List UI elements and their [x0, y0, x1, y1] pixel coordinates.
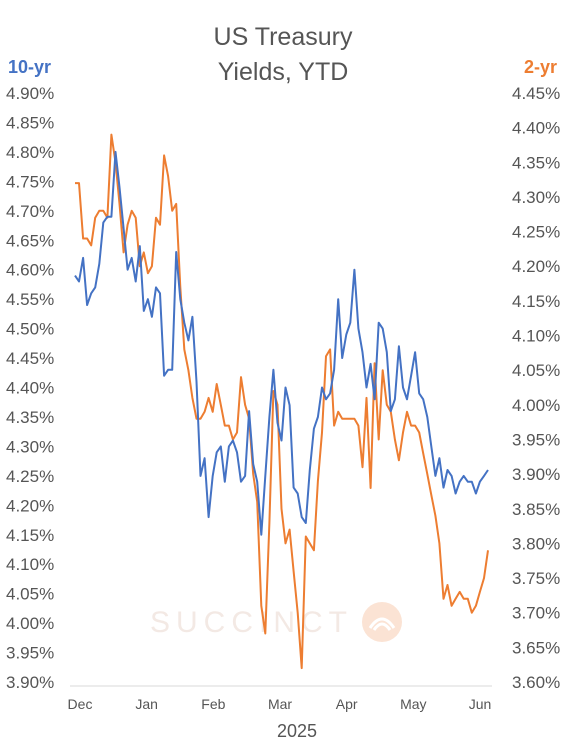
series-layer [74, 133, 489, 670]
left-axis-ticks: 4.90% 4.85% 4.80% 4.75% 4.70% 4.65% 4.60% 4.55%… [6, 84, 54, 692]
left-tick-label: 4.35% [6, 408, 54, 427]
left-tick-label: 4.90% [6, 84, 54, 103]
left-tick-label: 4.15% [6, 526, 54, 545]
chart-title-line-2: Yields, YTD [218, 58, 349, 86]
left-tick-label: 4.75% [6, 172, 54, 191]
left-tick-label: 4.30% [6, 437, 54, 456]
watermark-logo [362, 602, 402, 642]
left-tick-label: 4.50% [6, 320, 54, 339]
x-tick-label: Apr [336, 696, 358, 712]
left-tick-label: 3.90% [6, 673, 54, 692]
right-tick-label: 4.15% [512, 292, 560, 311]
series-line-2-yr [75, 133, 489, 670]
x-axis-title: 2025 [277, 721, 317, 741]
right-tick-label: 3.65% [512, 638, 560, 657]
x-tick-label: Feb [201, 696, 225, 712]
right-tick-label: 3.95% [512, 430, 560, 449]
left-tick-label: 4.65% [6, 231, 54, 250]
left-axis-title: 10-yr [8, 57, 51, 77]
series-line-10-yr [74, 150, 489, 536]
chart-title-line-1: US Treasury [214, 23, 353, 51]
left-tick-label: 4.00% [6, 614, 54, 633]
left-tick-label: 4.80% [6, 143, 54, 162]
right-tick-label: 4.05% [512, 361, 560, 380]
left-tick-label: 4.20% [6, 496, 54, 515]
left-tick-label: 4.60% [6, 261, 54, 280]
x-tick-label: Jun [469, 696, 492, 712]
right-tick-label: 4.20% [512, 257, 560, 276]
right-tick-label: 3.70% [512, 604, 560, 623]
left-tick-label: 4.45% [6, 349, 54, 368]
x-tick-label: Dec [68, 696, 93, 712]
watermark: SUCCINCT [150, 606, 353, 639]
right-tick-label: 3.90% [512, 465, 560, 484]
x-axis-ticks: Dec Jan Feb Mar Apr May Jun [68, 696, 492, 712]
right-tick-label: 4.25% [512, 223, 560, 242]
x-tick-label: Jan [135, 696, 158, 712]
left-tick-label: 4.70% [6, 202, 54, 221]
left-tick-label: 4.40% [6, 379, 54, 398]
left-tick-label: 4.85% [6, 113, 54, 132]
right-tick-label: 4.35% [512, 153, 560, 172]
right-tick-label: 3.60% [512, 673, 560, 692]
right-axis-ticks: 4.45% 4.40% 4.35% 4.30% 4.25% 4.20% 4.15% 4.10%… [512, 84, 560, 692]
right-tick-label: 4.45% [512, 84, 560, 103]
x-tick-label: May [400, 696, 426, 712]
right-tick-label: 4.40% [512, 119, 560, 138]
right-tick-label: 4.00% [512, 396, 560, 415]
left-tick-label: 3.95% [6, 644, 54, 663]
right-tick-label: 3.85% [512, 500, 560, 519]
x-tick-label: Mar [268, 696, 292, 712]
right-tick-label: 3.75% [512, 569, 560, 588]
right-tick-label: 4.10% [512, 327, 560, 346]
left-tick-label: 4.55% [6, 290, 54, 309]
right-tick-label: 4.30% [512, 188, 560, 207]
left-tick-label: 4.10% [6, 555, 54, 574]
right-tick-label: 3.80% [512, 534, 560, 553]
left-tick-label: 4.05% [6, 585, 54, 604]
left-tick-label: 4.25% [6, 467, 54, 486]
right-axis-title: 2-yr [524, 57, 557, 77]
